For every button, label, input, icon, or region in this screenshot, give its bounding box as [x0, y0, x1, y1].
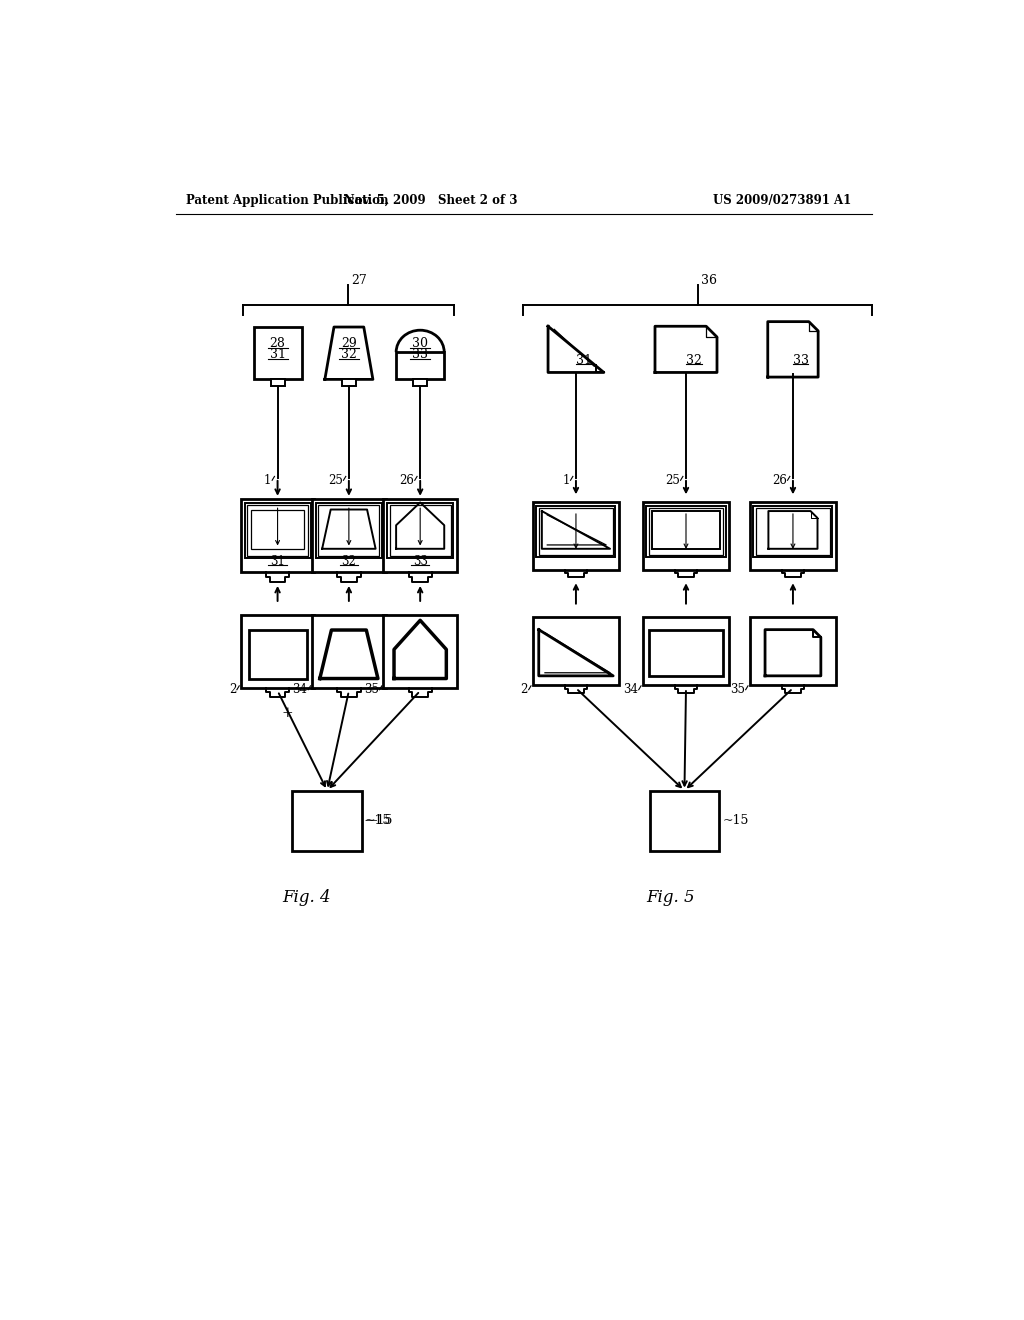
Bar	[241, 499, 314, 573]
Bar	[539, 508, 613, 554]
Bar	[649, 791, 719, 850]
Bar	[754, 506, 833, 557]
Text: 35: 35	[364, 684, 379, 696]
Bar	[249, 630, 306, 678]
Bar	[750, 502, 837, 570]
Bar	[292, 791, 362, 850]
Bar	[251, 510, 304, 549]
Text: 32: 32	[341, 348, 356, 362]
Bar	[396, 352, 444, 379]
Text: 1: 1	[562, 474, 569, 487]
Bar	[537, 506, 615, 557]
Text: 29: 29	[341, 337, 356, 350]
Bar	[383, 615, 457, 688]
Text: 32: 32	[686, 354, 701, 367]
Text: ~15: ~15	[722, 814, 749, 828]
Text: 35: 35	[730, 684, 744, 696]
Bar	[312, 615, 386, 688]
Bar	[342, 379, 356, 387]
Text: 26: 26	[772, 474, 786, 487]
Text: 2: 2	[228, 684, 237, 696]
Text: 33: 33	[793, 354, 809, 367]
Text: 25: 25	[665, 474, 680, 487]
Bar	[414, 379, 427, 387]
Text: US 2009/0273891 A1: US 2009/0273891 A1	[713, 194, 851, 207]
Bar	[652, 511, 720, 549]
Bar	[312, 499, 386, 573]
Text: —15: —15	[365, 814, 393, 828]
Text: 1: 1	[264, 474, 271, 487]
Text: 26: 26	[399, 474, 414, 487]
Text: Fig. 5: Fig. 5	[646, 890, 695, 906]
Bar	[270, 379, 285, 387]
Bar	[254, 327, 302, 379]
Bar	[532, 618, 620, 685]
Text: 36: 36	[700, 273, 717, 286]
Text: 31: 31	[575, 354, 592, 367]
Text: ~15: ~15	[365, 814, 391, 828]
Bar	[247, 506, 308, 556]
Text: 28: 28	[269, 337, 286, 350]
Bar	[245, 503, 310, 558]
Text: Nov. 5, 2009   Sheet 2 of 3: Nov. 5, 2009 Sheet 2 of 3	[343, 194, 517, 207]
Bar	[316, 503, 382, 558]
Bar	[241, 615, 314, 688]
Bar	[318, 506, 380, 556]
Bar	[532, 502, 620, 570]
Text: +: +	[281, 706, 293, 719]
Text: 34: 34	[623, 684, 638, 696]
Text: Fig. 4: Fig. 4	[282, 890, 331, 906]
Bar	[750, 618, 837, 685]
Text: 31: 31	[270, 554, 285, 568]
Text: 31: 31	[269, 348, 286, 362]
Bar	[646, 506, 726, 557]
Text: 33: 33	[413, 348, 428, 362]
Text: 2: 2	[520, 684, 528, 696]
Text: 32: 32	[341, 554, 356, 568]
Bar	[643, 502, 729, 570]
Bar	[756, 508, 830, 554]
Text: Patent Application Publication: Patent Application Publication	[186, 194, 389, 207]
Bar	[389, 506, 451, 556]
Bar	[649, 508, 723, 554]
Bar	[387, 503, 453, 558]
Text: 30: 30	[413, 337, 428, 350]
Bar	[383, 499, 457, 573]
Text: 33: 33	[413, 554, 428, 568]
Text: 25: 25	[328, 474, 343, 487]
Text: 34: 34	[293, 684, 307, 696]
Bar	[643, 618, 729, 685]
Bar	[649, 630, 723, 676]
Text: 27: 27	[351, 273, 367, 286]
